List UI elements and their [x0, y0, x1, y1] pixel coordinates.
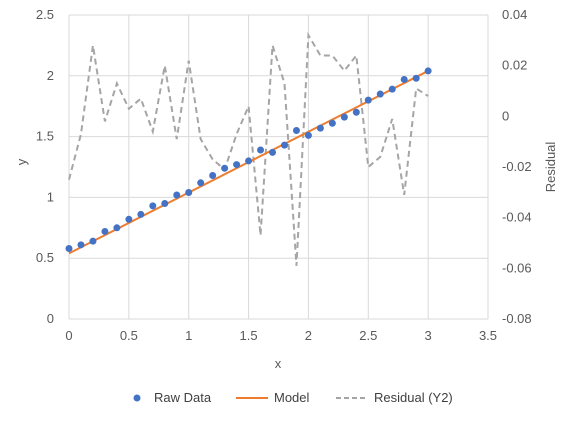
y2-axis-ticks: -0.08 -0.06 -0.04 -0.02 0 0.02 0.04	[502, 7, 532, 326]
residual-line	[68, 31, 429, 266]
raw-data-point	[304, 131, 312, 139]
raw-data-point	[101, 227, 109, 235]
y2-tick-label: -0.06	[502, 260, 532, 275]
legend-label: Model	[274, 390, 310, 405]
raw-data-point	[185, 189, 193, 197]
legend-raw-data: Raw Data	[133, 390, 212, 405]
grid	[68, 14, 489, 320]
raw-data-point	[149, 202, 157, 210]
raw-data-point	[65, 244, 73, 252]
raw-data-point	[89, 237, 97, 245]
x-tick-label: 1	[185, 328, 192, 343]
raw-data-point	[376, 90, 384, 98]
y-axis-title: y	[14, 158, 29, 165]
y-axis-ticks: 0 0.5 1 1.5 2 2.5	[36, 7, 54, 326]
raw-data-point	[280, 141, 288, 149]
legend-label: Raw Data	[154, 390, 212, 405]
y2-tick-label: 0	[502, 108, 509, 123]
y-tick-label: 1.5	[36, 129, 54, 144]
y2-tick-label: -0.02	[502, 159, 532, 174]
raw-data-point	[424, 67, 432, 75]
y-tick-label: 0.5	[36, 250, 54, 265]
raw-data-point	[257, 146, 265, 154]
x-tick-label: 1.5	[240, 328, 258, 343]
raw-data-point	[221, 164, 229, 172]
x-tick-label: 0	[65, 328, 72, 343]
y-tick-label: 2.5	[36, 7, 54, 22]
legend-label: Residual (Y2)	[374, 390, 453, 405]
raw-data-point	[233, 161, 241, 169]
raw-data-point	[328, 119, 336, 127]
raw-data-point	[388, 85, 396, 93]
y2-tick-label: 0.02	[502, 58, 527, 73]
x-axis-ticks: 0 0.5 1 1.5 2 2.5 3 3.5	[65, 328, 497, 343]
raw-data-point	[173, 191, 181, 199]
raw-data-point	[77, 241, 85, 249]
y2-axis-title: Residual	[543, 142, 558, 193]
raw-data-point	[400, 75, 408, 83]
legend-marker-dot	[133, 394, 141, 402]
raw-data-point	[125, 215, 133, 223]
x-tick-label: 2.5	[359, 328, 377, 343]
x-axis-title: x	[275, 356, 282, 371]
legend-residual: Residual (Y2)	[336, 390, 453, 405]
raw-data-point	[269, 148, 277, 156]
raw-data-point	[340, 113, 348, 121]
legend: Raw Data Model Residual (Y2)	[133, 390, 453, 405]
y-tick-label: 2	[47, 68, 54, 83]
raw-data-point	[364, 96, 372, 104]
raw-data-point	[137, 210, 145, 218]
raw-data-point	[412, 74, 420, 82]
x-tick-label: 3.5	[479, 328, 497, 343]
x-tick-label: 3	[425, 328, 432, 343]
x-tick-label: 2	[305, 328, 312, 343]
legend-model: Model	[236, 390, 310, 405]
raw-data-point	[292, 127, 300, 135]
raw-data-point	[316, 124, 324, 132]
raw-data-point	[161, 199, 169, 207]
y2-tick-label: 0.04	[502, 7, 527, 22]
raw-data-point	[352, 108, 360, 116]
y2-tick-label: -0.08	[502, 311, 532, 326]
plot-series	[65, 31, 432, 266]
x-tick-label: 0.5	[120, 328, 138, 343]
raw-data-point	[245, 157, 253, 165]
y-tick-label: 1	[47, 189, 54, 204]
y-tick-label: 0	[47, 311, 54, 326]
y2-tick-label: -0.04	[502, 210, 532, 225]
raw-data-point	[197, 179, 205, 187]
raw-data-point	[209, 172, 217, 180]
raw-data-point	[113, 224, 121, 232]
